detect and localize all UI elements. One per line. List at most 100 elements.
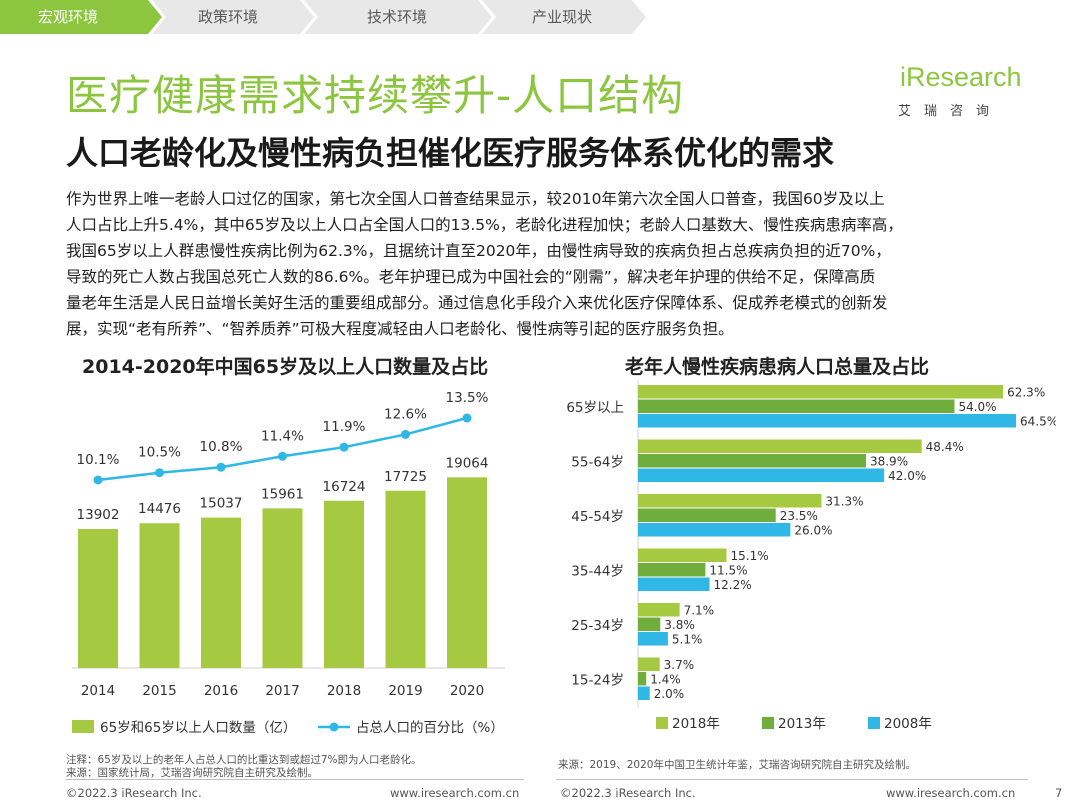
bar-value-label: 11.5%: [709, 564, 747, 578]
footer-copyright-left: ©2022.3 iResearch Inc.: [66, 786, 202, 800]
population-bar: [201, 517, 241, 668]
disease-bar: [638, 385, 1004, 399]
line-value-label: 10.5%: [138, 445, 181, 461]
disease-bar: [638, 399, 955, 413]
iresearch-logo: iResearch 艾瑞咨询: [896, 60, 1026, 120]
line-point: [93, 475, 103, 485]
disease-bar: [638, 617, 661, 631]
population-bar: [385, 490, 426, 668]
body-paragraph: 作为世界上唯一老龄人口过亿的国家，第七次全国人口普查结果显示，较2010年第六次…: [66, 186, 1026, 342]
bar-value-label: 54.0%: [958, 400, 996, 414]
nav-chevrons: [0, 0, 646, 34]
line-point: [462, 413, 472, 423]
footer-divider-right: [556, 779, 1028, 780]
line-point: [401, 429, 410, 439]
left-chart-title: 2014-2020年中国65岁及以上人口数量及占比: [82, 356, 489, 378]
x-tick-label: 2016: [204, 683, 238, 699]
bar-value-label: 3.7%: [664, 658, 695, 672]
bar-value-label: 2.0%: [654, 687, 685, 701]
body-line: 我国65岁以上人群患慢性疾病比例为62.3%，且据统计直至2020年，由慢性病导…: [66, 242, 891, 260]
body-line: 量老年生活是人民日益增长美好生活的重要组成部分。通过信息化手段介入来优化医疗保障…: [66, 294, 888, 312]
legend-line-label: 占总人口的百分比（%）: [356, 720, 504, 736]
disease-bar: [638, 454, 866, 468]
bar-value-label: 31.3%: [825, 495, 863, 509]
population-bar: [139, 523, 180, 668]
bar-value-label: 48.4%: [926, 440, 964, 454]
disease-bar: [638, 414, 1016, 428]
footer-divider-left: [66, 779, 524, 780]
page-number: 7: [1055, 786, 1063, 800]
tab-macro[interactable]: 宏观环境: [38, 8, 99, 26]
disease-bar: [638, 548, 727, 562]
bar-value-label: 15961: [261, 486, 304, 502]
disease-bar: [638, 523, 791, 537]
bar-value-label: 17725: [384, 469, 427, 485]
population-chart: 13902 2014 14476 2015 15037 2016 15961 2017 1672…: [72, 390, 505, 736]
y-tick-label: 65岁以上: [566, 400, 624, 416]
tab-policy[interactable]: 政策环境: [198, 8, 259, 26]
line-value-label: 13.5%: [446, 390, 489, 406]
population-bar: [324, 500, 364, 668]
bar-value-label: 3.8%: [664, 618, 695, 632]
bar-value-label: 23.5%: [780, 509, 818, 523]
y-tick-label: 35-44岁: [571, 563, 624, 579]
x-tick-label: 2017: [265, 683, 299, 699]
page-title: 医疗健康需求持续攀升-人口结构: [66, 71, 685, 120]
legend-bar-swatch: [72, 720, 94, 733]
bar-value-label: 62.3%: [1007, 386, 1045, 400]
right-chart-title: 老年人慢性疾病患病人口总量及占比: [625, 356, 930, 378]
logo-brand: iResearch: [900, 62, 1022, 92]
disease-bar: [638, 468, 885, 482]
line-point: [216, 462, 226, 472]
body-line: 作为世界上唯一老龄人口过亿的国家，第七次全国人口普查结果显示，较2010年第六次…: [66, 190, 885, 208]
nav-chevron-1: [0, 0, 162, 34]
left-source: 来源：国家统计局，艾瑞咨询研究院自主研究及绘制。: [66, 767, 318, 779]
bar-value-label: 19064: [446, 455, 489, 471]
line-value-label: 11.9%: [323, 419, 366, 435]
legend-label: 2008年: [884, 716, 932, 732]
line-point: [278, 451, 287, 461]
population-bar: [78, 528, 118, 668]
tab-tech[interactable]: 技术环境: [367, 8, 428, 26]
page-subtitle: 人口老龄化及慢性病负担催化医疗服务体系优化的需求: [66, 134, 835, 172]
bar-value-label: 7.1%: [684, 604, 715, 618]
bar-value-label: 13902: [77, 507, 120, 523]
line-value-label: 10.1%: [77, 452, 120, 468]
bar-value-label: 5.1%: [672, 633, 703, 647]
population-bar: [262, 508, 303, 668]
nav-chevron-4: [482, 0, 646, 34]
line-point: [155, 468, 164, 478]
disease-bar: [638, 494, 822, 508]
bar-value-label: 12.2%: [713, 578, 751, 592]
body-line: 导致的死亡人数占我国总死亡人数的86.6%。老年护理已成为中国社会的“刚需”，解…: [66, 268, 876, 286]
disease-bar: [638, 672, 647, 686]
left-note: 注释：65岁及以上的老年人占总人口的比重达到或超过7%即为人口老龄化。: [66, 754, 422, 766]
footer-url-right[interactable]: www.iresearch.com.cn: [886, 786, 1016, 800]
bar-value-label: 15037: [200, 496, 243, 512]
chronic-disease-chart: 65岁以上 62.3% 54.0% 64.5% 55-64岁 48.4% 38.9%42.0…: [566, 380, 1056, 732]
footer-copyright-right: ©2022.3 iResearch Inc.: [560, 786, 696, 800]
line-value-label: 11.4%: [261, 428, 304, 444]
bar-value-label: 38.9%: [870, 455, 908, 469]
legend-swatch: [656, 717, 668, 729]
legend-bar-label: 65岁和65岁以上人口数量（亿）: [100, 720, 296, 736]
y-tick-label: 15-24岁: [571, 672, 624, 688]
x-tick-label: 2020: [450, 683, 484, 699]
legend-label: 2013年: [778, 716, 826, 732]
tab-industry[interactable]: 产业现状: [532, 8, 593, 26]
x-tick-label: 2019: [388, 683, 422, 699]
legend-line-marker: [329, 722, 339, 732]
top-nav: 宏观环境 政策环境 技术环境 产业现状: [0, 0, 1080, 34]
footer-url-left[interactable]: www.iresearch.com.cn: [390, 786, 520, 800]
x-tick-label: 2015: [142, 683, 176, 699]
legend-swatch: [762, 717, 774, 729]
logo-subtext: 艾瑞咨询: [898, 104, 1003, 119]
line-value-label: 12.6%: [384, 406, 427, 422]
disease-bar: [638, 632, 668, 646]
bar-value-label: 42.0%: [888, 469, 926, 483]
legend-swatch: [868, 717, 880, 729]
bar-value-label: 14476: [138, 501, 181, 517]
bar-value-label: 1.4%: [650, 673, 681, 687]
nav-chevron-2: [152, 0, 314, 34]
nav-chevron-3: [304, 0, 492, 34]
